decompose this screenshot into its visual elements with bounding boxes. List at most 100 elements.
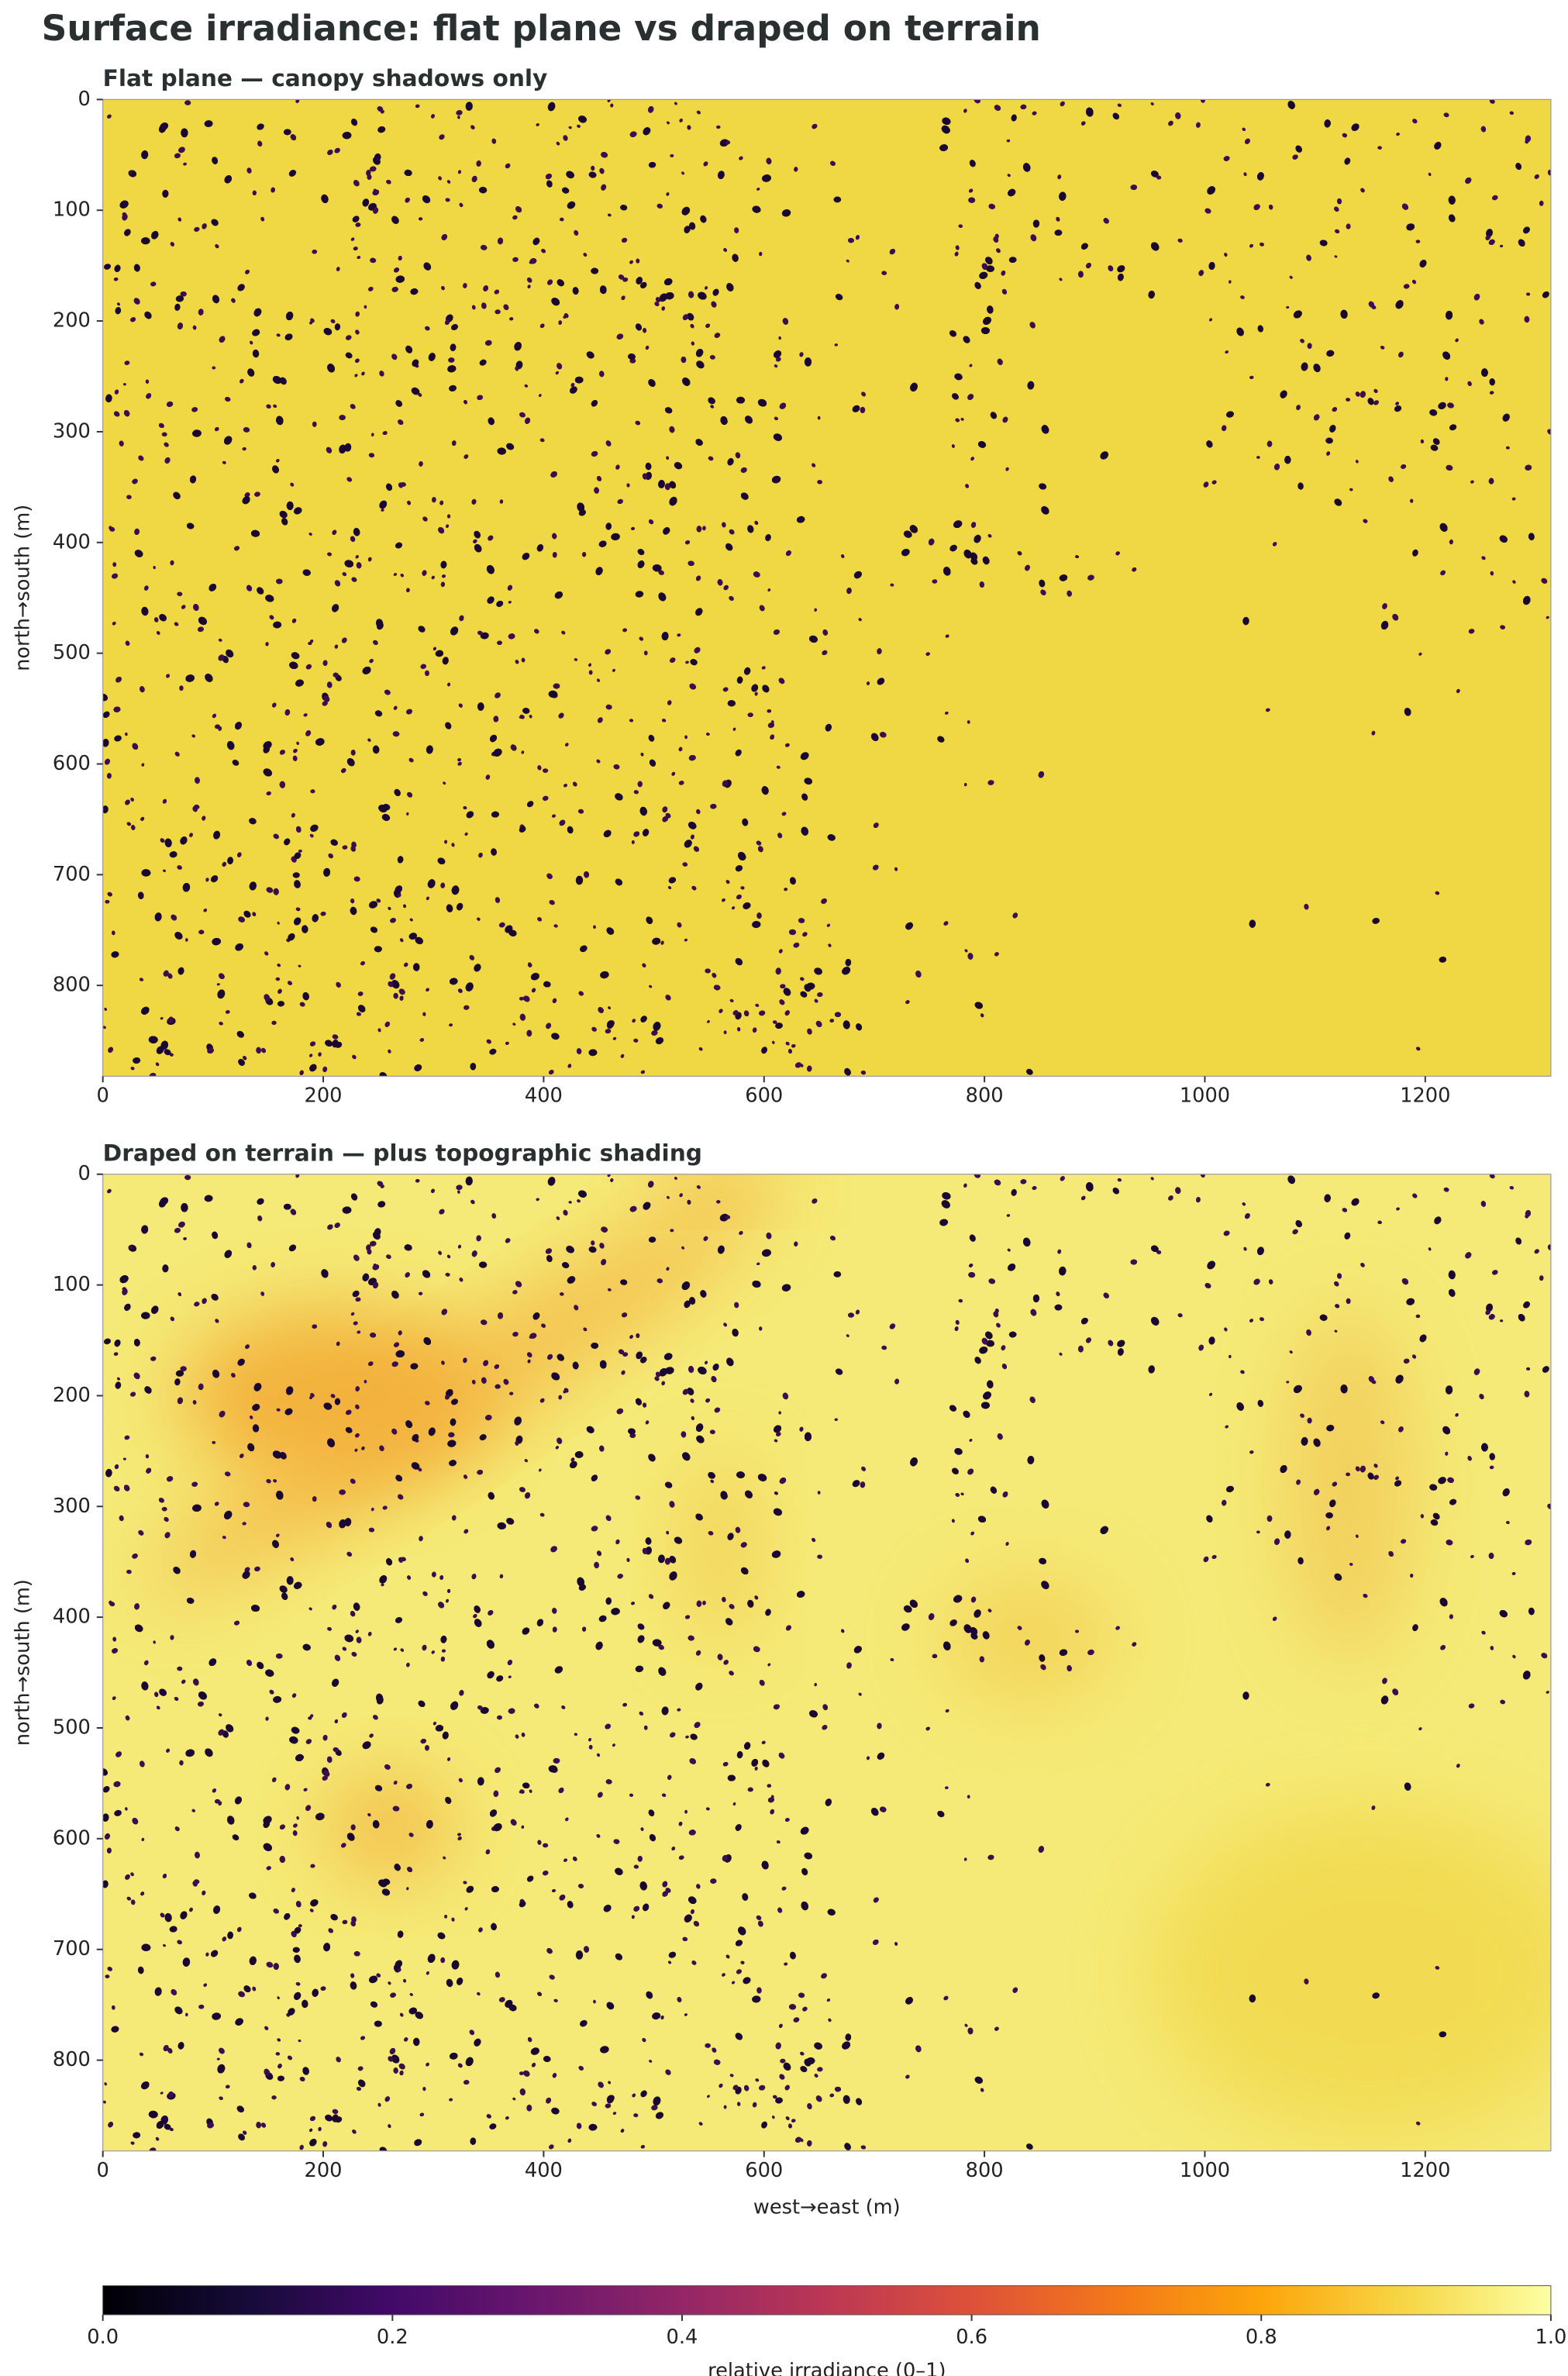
canopy-shadow [353, 247, 358, 250]
canopy-shadow [1547, 169, 1551, 176]
canopy-shadow [1274, 464, 1280, 471]
canopy-shadow [447, 514, 451, 519]
canopy-shadow [236, 1031, 244, 1038]
canopy-shadow [815, 1020, 822, 1027]
canopy-shadow [996, 248, 1001, 253]
canopy-shadow [963, 783, 967, 787]
canopy-shadow [598, 1007, 604, 1013]
canopy-shadow [361, 371, 365, 376]
canopy-shadow [431, 575, 435, 580]
canopy-shadow [112, 573, 118, 579]
canopy-shadow [280, 377, 287, 385]
canopy-shadow [629, 719, 634, 722]
canopy-shadow [591, 1026, 597, 1032]
canopy-shadow [368, 901, 378, 909]
canopy-shadow [557, 279, 564, 287]
canopy-shadow [485, 340, 492, 346]
canopy-shadow [234, 721, 243, 730]
canopy-shadow [1334, 255, 1338, 258]
canopy-shadow [164, 442, 169, 447]
canopy-shadow [408, 757, 414, 763]
canopy-shadow [139, 978, 144, 981]
canopy-shadow [288, 170, 297, 177]
canopy-shadow [629, 260, 633, 264]
canopy-shadow [1512, 580, 1516, 584]
canopy-shadow [445, 319, 450, 325]
canopy-shadow [1363, 519, 1368, 523]
canopy-shadow [546, 1022, 552, 1029]
canopy-shadow [705, 968, 711, 974]
canopy-shadow [450, 324, 459, 330]
canopy-shadow [1296, 405, 1301, 411]
canopy-shadow [1151, 171, 1159, 178]
canopy-shadow [291, 812, 295, 818]
canopy-shadow [599, 167, 605, 174]
canopy-shadow [505, 1041, 509, 1045]
canopy-shadow [102, 693, 108, 702]
canopy-shadow [1056, 216, 1060, 222]
canopy-shadow [606, 1020, 615, 1029]
canopy-shadow [1307, 343, 1312, 349]
canopy-shadow [339, 444, 346, 454]
canopy-shadow [928, 538, 935, 546]
canopy-shadow [1525, 464, 1532, 471]
canopy-shadow [379, 371, 384, 377]
canopy-shadow [1007, 174, 1011, 178]
canopy-shadow [519, 412, 526, 418]
canopy-shadow [776, 357, 781, 362]
canopy-shadow [226, 649, 234, 658]
canopy-shadow [712, 973, 717, 978]
canopy-shadow [1211, 480, 1217, 485]
canopy-shadow [1115, 551, 1120, 556]
canopy-shadow [743, 902, 751, 909]
canopy-shadow [471, 498, 477, 505]
canopy-shadow [689, 222, 696, 230]
canopy-shadow [395, 275, 405, 283]
canopy-shadow [336, 267, 340, 271]
canopy-shadow [102, 1026, 106, 1029]
canopy-shadow [942, 117, 951, 125]
canopy-shadow [695, 348, 704, 357]
canopy-shadow [689, 683, 696, 690]
canopy-shadow [491, 138, 497, 144]
canopy-shadow [367, 738, 371, 742]
canopy-shadow [423, 262, 432, 271]
canopy-shadow [729, 596, 734, 601]
canopy-shadow [521, 750, 525, 754]
canopy-shadow [1415, 240, 1421, 243]
canopy-shadow [557, 363, 563, 370]
canopy-shadow [113, 411, 120, 417]
canopy-shadow [487, 596, 495, 604]
canopy-shadow [115, 676, 122, 683]
canopy-shadow [146, 393, 152, 399]
canopy-shadow [1446, 464, 1453, 471]
canopy-shadow [974, 99, 980, 104]
canopy-shadow [759, 605, 765, 612]
canopy-shadow [156, 631, 160, 635]
figure-title: Surface irradiance: flat plane vs draped… [42, 8, 1041, 49]
canopy-shadow [330, 319, 336, 324]
canopy-shadow [112, 930, 115, 936]
canopy-shadow [326, 447, 333, 453]
canopy-shadow [310, 824, 319, 832]
canopy-shadow [162, 189, 169, 198]
canopy-shadow [643, 127, 651, 136]
canopy-shadow [691, 885, 697, 891]
canopy-shadow [232, 759, 240, 766]
canopy-shadow [408, 933, 418, 940]
raster [102, 1174, 1551, 2151]
canopy-shadow [109, 526, 112, 529]
canopy-shadow [219, 973, 225, 979]
canopy-shadow [526, 1029, 532, 1037]
canopy-shadow [515, 660, 519, 664]
canopy-shadow [1547, 429, 1551, 435]
canopy-shadow [570, 386, 577, 394]
canopy-shadow [1324, 119, 1331, 128]
canopy-shadow [115, 306, 122, 315]
canopy-shadow [1489, 378, 1495, 386]
canopy-shadow [457, 116, 460, 119]
canopy-shadow [252, 190, 257, 196]
canopy-shadow [312, 914, 319, 922]
canopy-shadow [493, 716, 499, 722]
canopy-shadow [374, 153, 381, 162]
